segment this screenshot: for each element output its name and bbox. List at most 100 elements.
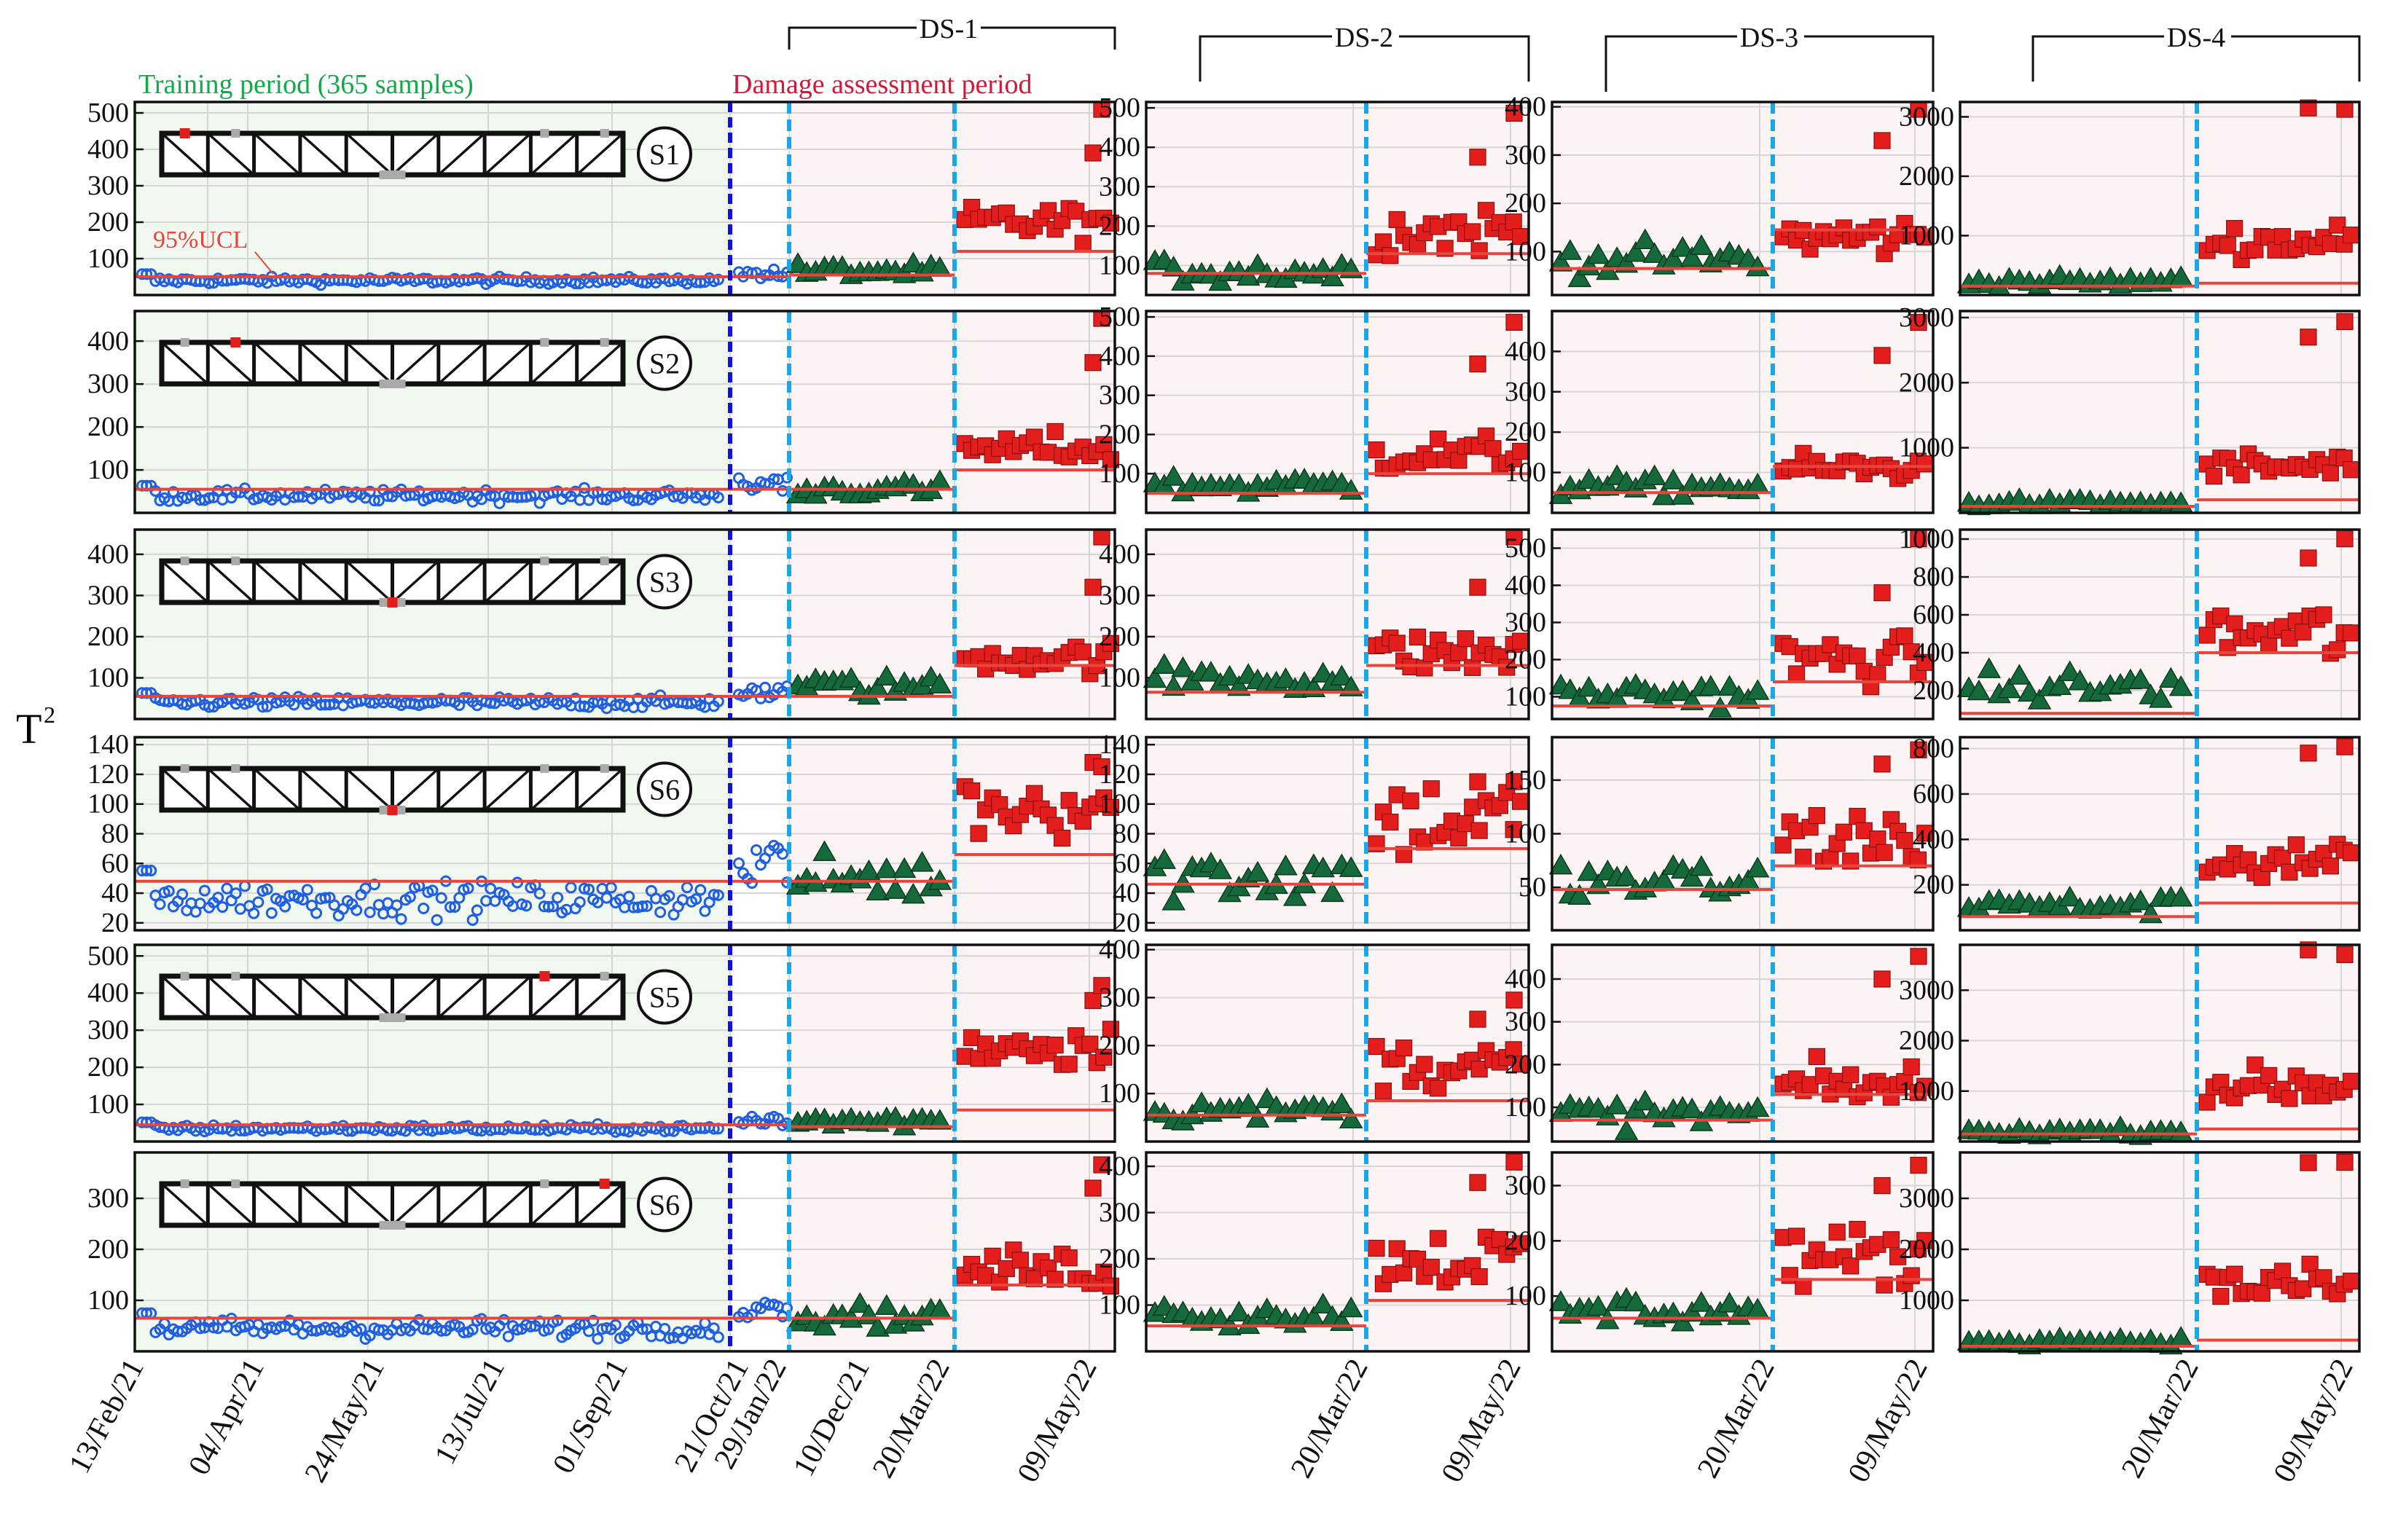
y-tick-label: 100 <box>87 1285 129 1316</box>
damaged-stage-point <box>963 782 981 800</box>
y-tick-label: 60 <box>101 848 129 879</box>
healthy-stage-point <box>1548 853 1573 875</box>
training-point <box>605 881 617 894</box>
damaged-outlier-point <box>1910 1156 1927 1174</box>
training-point <box>449 900 461 913</box>
panel-s6-col3: 50 100 150 <box>1505 736 1935 932</box>
healthy-stage-point <box>1558 239 1583 260</box>
training-point <box>324 699 336 711</box>
validation-point <box>759 269 771 281</box>
damaged-outlier-point <box>1084 991 1102 1010</box>
healthy-stage-point <box>1967 679 1991 701</box>
y-tick-label: 200 <box>1913 870 1954 900</box>
damaged-outlier-point <box>2300 1154 2317 1171</box>
y-tick-label: 1000 <box>1899 1285 1954 1316</box>
truss-diagonal <box>576 1182 624 1227</box>
stage-header-ds1: DS-1 <box>788 13 1116 50</box>
panel-s1-col4: 1000 2000 3000 <box>1899 99 2361 296</box>
sensor-badge-ring <box>637 554 692 610</box>
healthy-stage-point <box>1680 865 1704 887</box>
y-tick-label: 200 <box>87 412 129 442</box>
y-tick-label: 600 <box>1913 600 1954 630</box>
damaged-stage-point <box>2329 641 2346 659</box>
damaged-stage-point <box>1408 628 1427 646</box>
sensor-badge-label: S3 <box>649 566 680 599</box>
truss-diagonal <box>391 341 439 385</box>
damaged-stage-point <box>1808 1048 1825 1066</box>
y-tick-label: 200 <box>1099 621 1140 652</box>
training-point <box>659 1322 671 1335</box>
panel-frame <box>133 310 1116 514</box>
panel-frame <box>1145 310 1530 514</box>
healthy-stage-point <box>1161 465 1186 486</box>
damaged-stage-point <box>1382 247 1399 264</box>
truss-diagonal <box>345 1182 393 1227</box>
healthy-stage-point <box>1161 675 1186 696</box>
training-point <box>435 892 447 904</box>
training-point <box>297 893 309 905</box>
y-tick-label: 100 <box>1505 457 1546 488</box>
truss-diagonal <box>253 132 302 176</box>
truss-diagonal <box>437 1182 486 1227</box>
y-tick-label: 40 <box>101 878 129 908</box>
damaged-outlier-point <box>1469 578 1486 596</box>
y-tick-label: 100 <box>1505 681 1546 712</box>
damaged-outlier-point <box>1469 773 1486 790</box>
sensor-marker <box>379 380 406 388</box>
healthy-stage-point <box>1282 885 1307 906</box>
healthy-stage-point <box>812 1314 836 1336</box>
training-point <box>694 884 707 896</box>
truss-diagonal <box>345 559 393 604</box>
healthy-stage-point <box>1171 871 1195 893</box>
training-point <box>248 907 260 919</box>
damaged-stage-point <box>1060 792 1078 809</box>
y-tick-label: 200 <box>1099 1244 1140 1274</box>
damage-background <box>789 945 1115 1142</box>
training-background <box>135 530 730 719</box>
truss-diagonal <box>160 341 209 385</box>
damaged-stage-point <box>2246 1056 2264 1074</box>
healthy-stage-point <box>2058 885 2082 907</box>
truss-diagonal <box>530 767 578 812</box>
training-point <box>413 485 426 498</box>
training-point <box>221 693 233 705</box>
y-tick-label: 40 <box>1113 878 1140 908</box>
healthy-stage-point <box>1642 242 1666 263</box>
damaged-outlier-point <box>2336 101 2354 118</box>
sensor-marker <box>231 129 240 138</box>
sensor-marker <box>600 972 609 981</box>
damaged-outlier-point <box>2336 313 2354 331</box>
healthy-stage-point <box>2168 885 2193 907</box>
damaged-stage-point <box>1422 1259 1440 1276</box>
sensor-badge-ring <box>637 126 692 182</box>
healthy-stage-point <box>883 878 908 899</box>
truss-diagonal <box>299 975 348 1019</box>
training-point <box>435 1324 447 1337</box>
training-point <box>364 485 376 498</box>
y-tick-label: 400 <box>1505 964 1546 994</box>
damage-background <box>1960 311 2359 513</box>
training-point <box>230 887 242 900</box>
healthy-stage-point <box>928 672 952 694</box>
y-tick-label: 200 <box>87 1234 129 1265</box>
healthy-stage-point <box>1717 1292 1741 1313</box>
training-point <box>592 1332 604 1345</box>
sensor-marker <box>540 129 549 138</box>
damaged-outlier-point <box>1084 578 1102 596</box>
damaged-stage-point <box>1869 219 1886 236</box>
damaged-stage-point <box>1849 647 1866 665</box>
panel-s5-col1: 100 200 300 400 500 S5 <box>87 940 1120 1143</box>
sensor-marker <box>180 557 189 565</box>
training-point <box>583 1325 595 1337</box>
training-point <box>600 892 613 904</box>
sensor-badge-label: S1 <box>649 138 680 171</box>
y-tick-label: 400 <box>1099 1151 1140 1182</box>
damaged-stage-point <box>1416 1056 1433 1073</box>
y-tick-label: 200 <box>87 621 129 652</box>
y-tick-label: 400 <box>87 326 129 356</box>
healthy-stage-point <box>1152 653 1177 674</box>
damaged-stage-point <box>984 1247 1001 1265</box>
stage-label-ds2: DS-2 <box>1335 23 1393 53</box>
y-tick-label: 1000 <box>1899 524 1954 554</box>
